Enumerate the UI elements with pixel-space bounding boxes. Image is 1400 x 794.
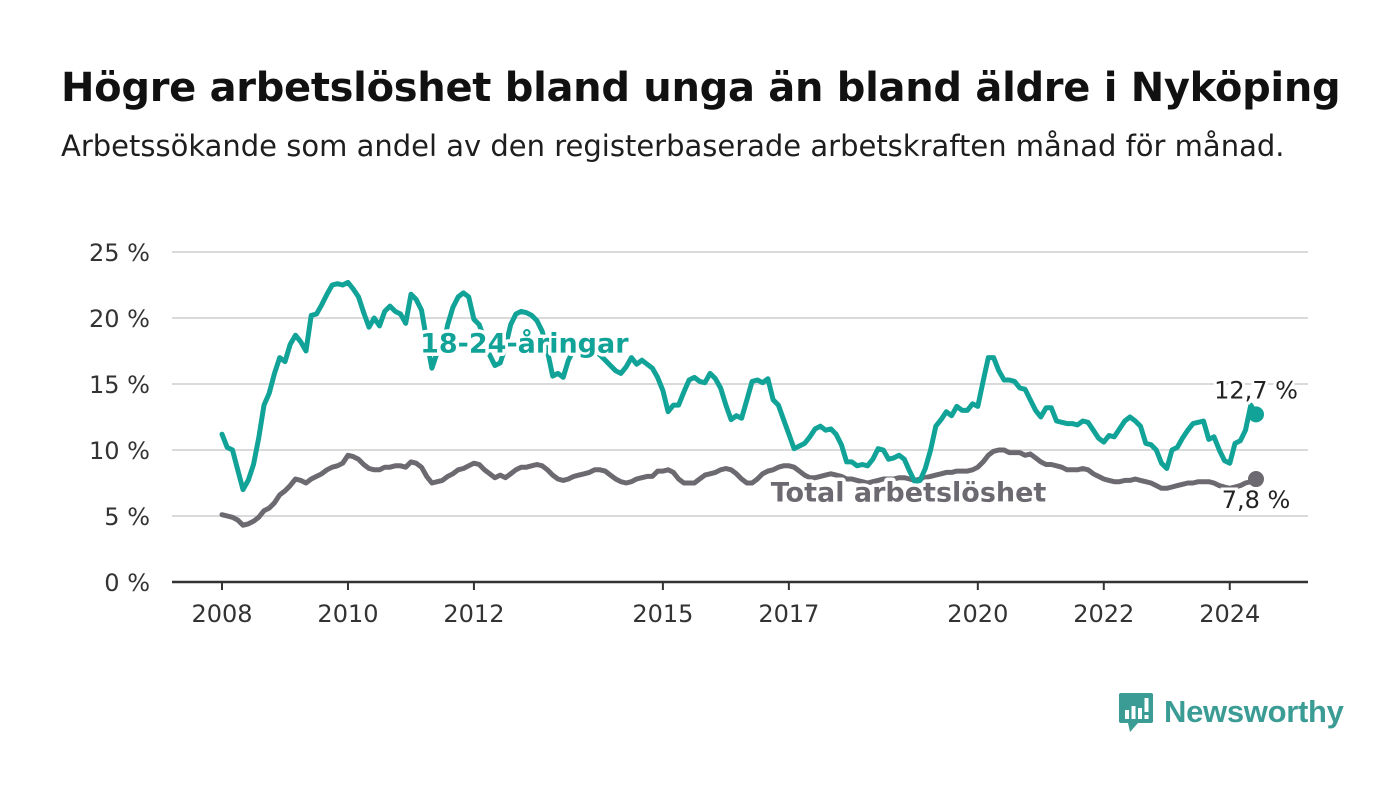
end-label-youth: 12,7 % <box>1214 376 1298 404</box>
end-point-total <box>1248 471 1264 488</box>
series-line-youth <box>219 279 1259 493</box>
y-tick-label: 25 % <box>89 239 150 267</box>
newsworthy-brand: Newsworthy <box>1118 688 1344 736</box>
x-axis: 2008 2010 2012 2015 2017 2020 2022 2024 <box>191 582 1260 628</box>
end-label-total: 7,8 % <box>1222 486 1291 514</box>
series-labels: 18-24-åringar Total arbetslöshet 12,7 % 7,8… <box>417 324 1301 517</box>
y-axis: 0 % 5 % 10 % 15 % 20 % 25 % <box>89 239 150 597</box>
series-line-total <box>219 447 1259 528</box>
y-tick-label: 5 % <box>104 503 150 531</box>
x-tick-label: 2008 <box>191 600 252 628</box>
series-lines <box>219 279 1264 528</box>
series-label-youth: 18-24-åringar <box>420 327 629 359</box>
chart-title: Högre arbetslöshet bland unga än bland ä… <box>61 65 1341 111</box>
end-point-youth <box>1248 406 1264 423</box>
gridlines <box>172 251 1308 517</box>
y-tick-label: 20 % <box>89 305 150 333</box>
y-tick-label: 10 % <box>89 437 150 465</box>
newsworthy-logo-icon <box>1119 693 1153 732</box>
chart-subtitle: Arbetssökande som andel av den registerb… <box>61 129 1285 163</box>
x-tick-label: 2017 <box>758 600 819 628</box>
x-tick-label: 2022 <box>1073 600 1134 628</box>
x-tick-label: 2015 <box>632 600 693 628</box>
x-tick-label: 2012 <box>443 600 504 628</box>
x-tick-label: 2010 <box>317 600 378 628</box>
x-tick-label: 2020 <box>947 600 1008 628</box>
x-tick-label: 2024 <box>1199 600 1260 628</box>
y-tick-label: 15 % <box>89 371 150 399</box>
y-tick-label: 0 % <box>104 569 150 597</box>
series-label-total: Total arbetslöshet <box>771 477 1047 508</box>
brand-name: Newsworthy <box>1164 694 1344 729</box>
